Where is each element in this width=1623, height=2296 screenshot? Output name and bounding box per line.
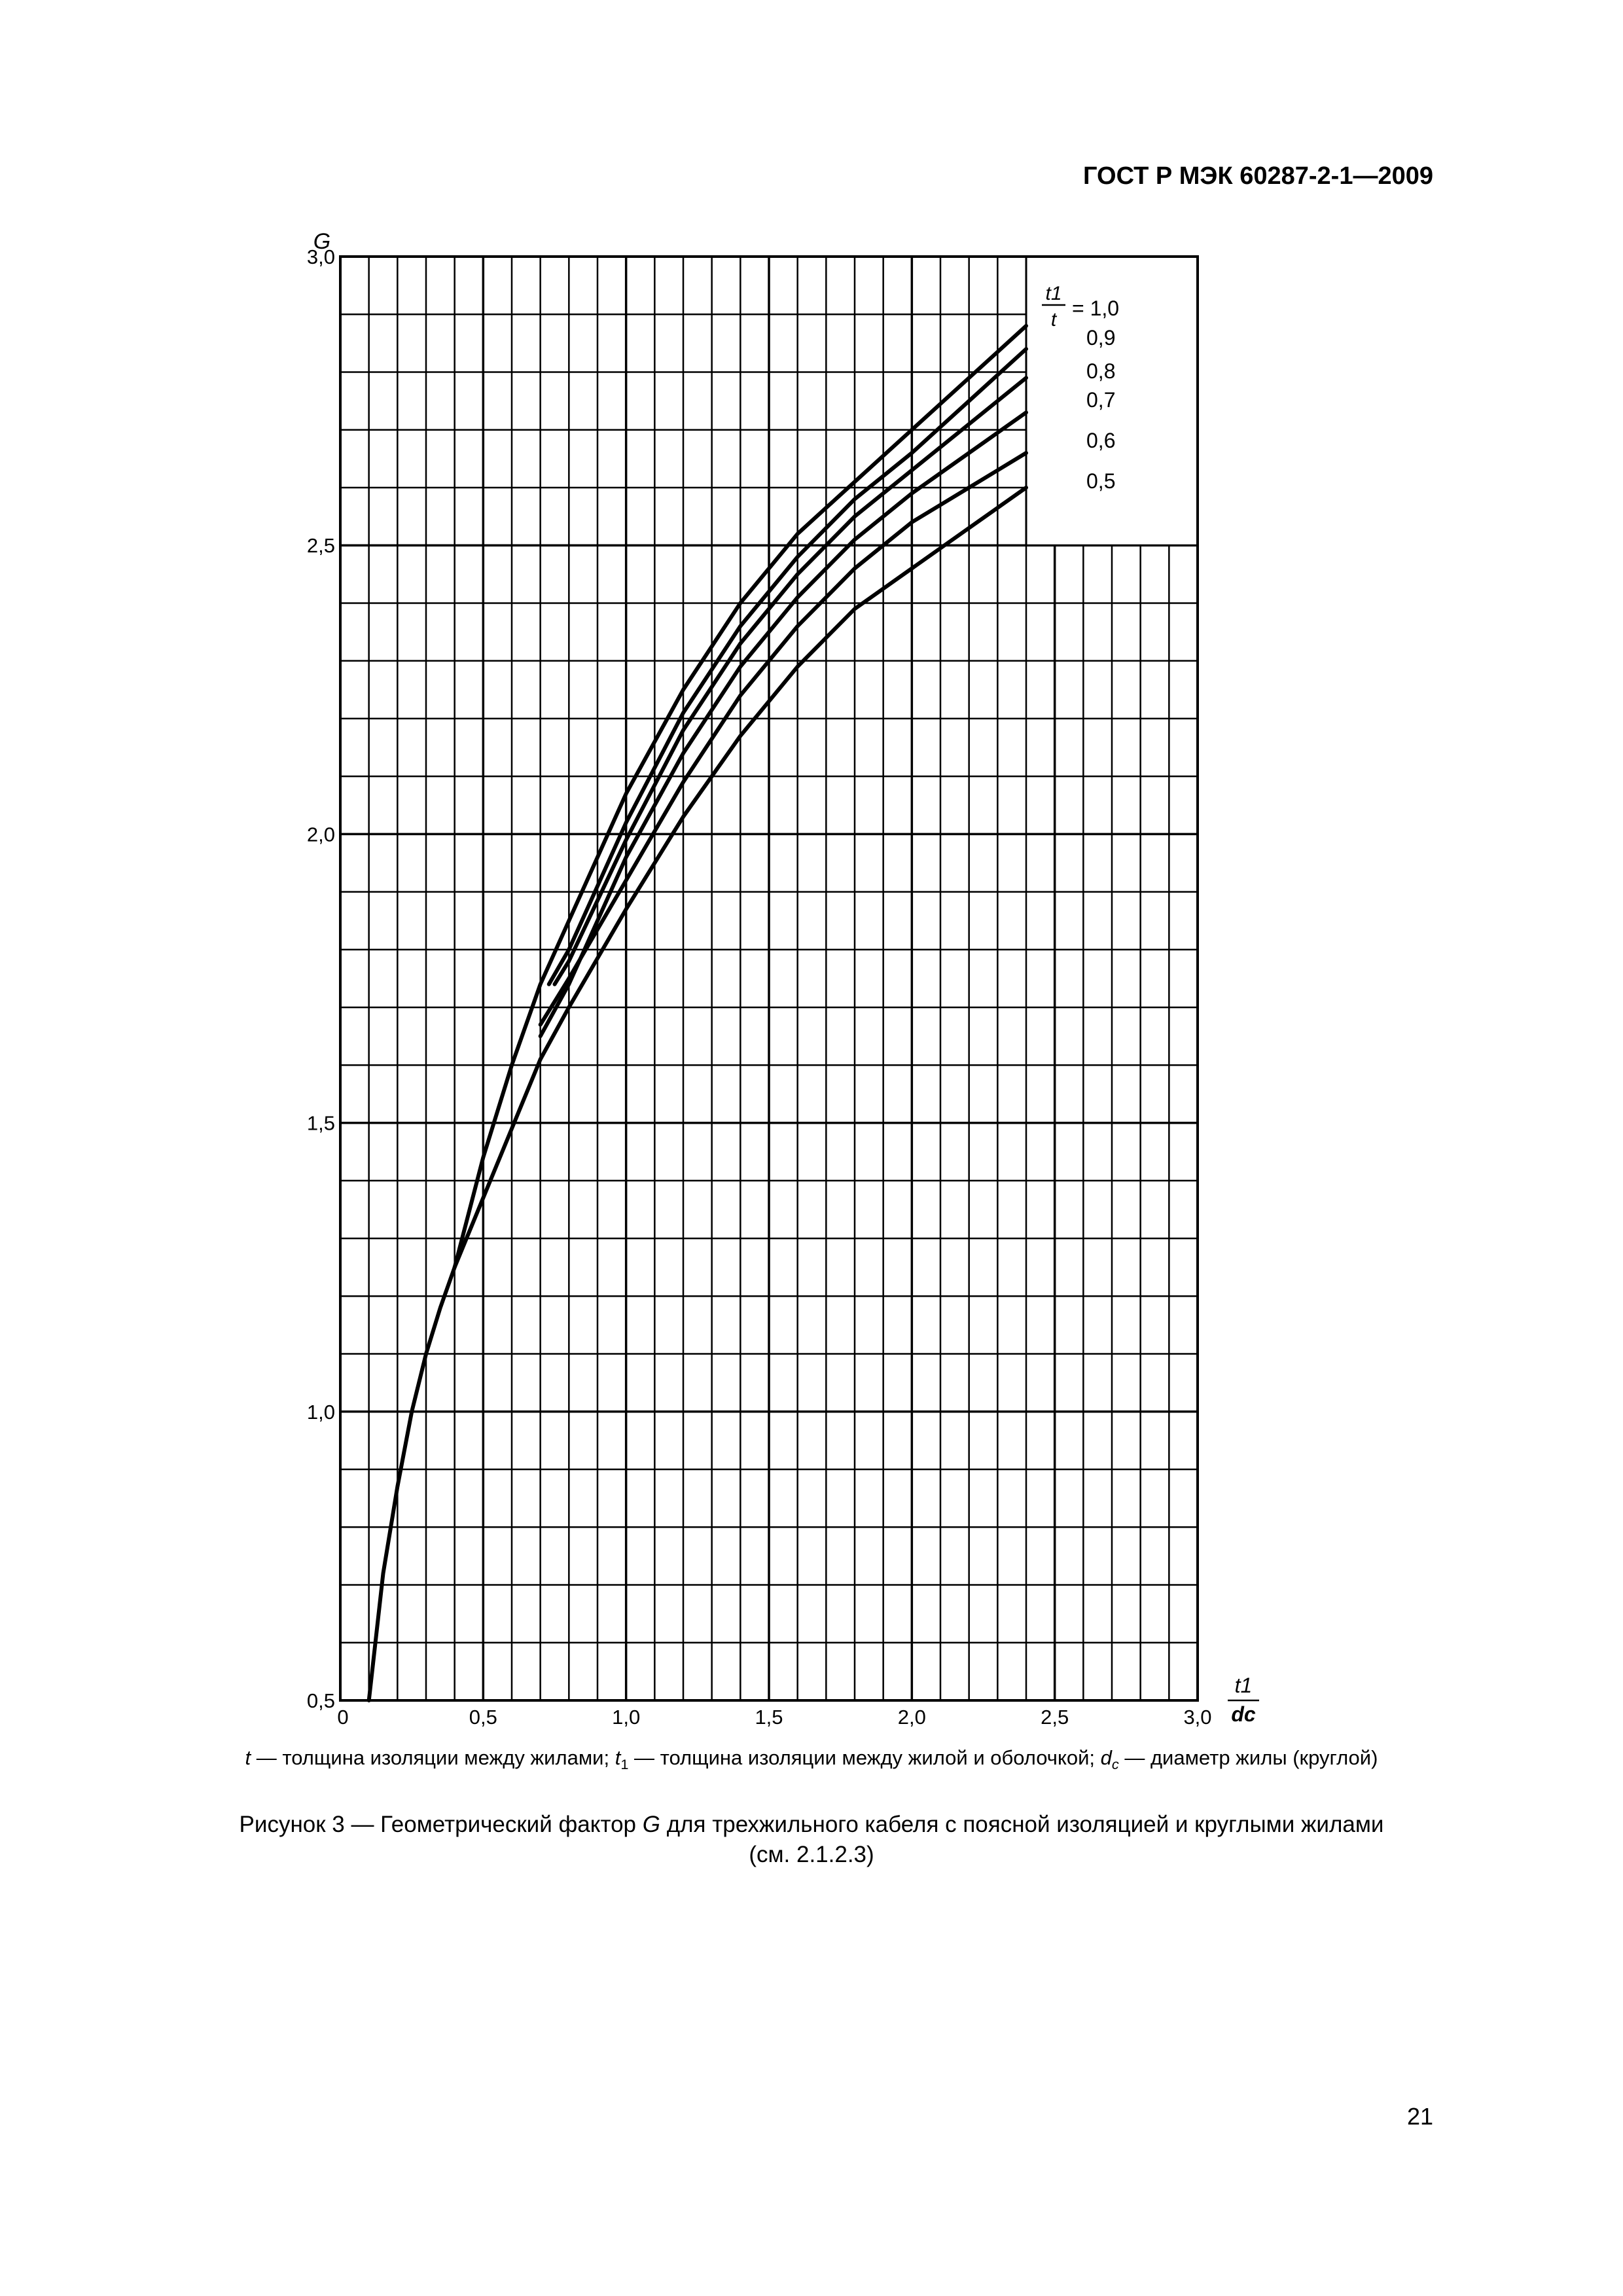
note-text-t1: — толщина изоляции между жилой и оболочк… (628, 1746, 1101, 1769)
legend-label-0-7: 0,7 (1086, 388, 1115, 412)
note-symbol-dc: d (1100, 1746, 1112, 1769)
y-axis-label: G (313, 229, 330, 254)
x-tick-label: 1,5 (755, 1706, 783, 1728)
chart-series (366, 323, 1028, 1702)
x-axis-label-numerator: t1 (1235, 1674, 1253, 1697)
chart-grid (340, 257, 1198, 1700)
legend-fraction-numerator: t1 (1045, 283, 1061, 304)
legend: t1 t = 1,0 0,9 0,8 0,7 0,6 0,5 (1042, 283, 1119, 493)
x-axis-label: t1 dc (1228, 1674, 1259, 1726)
legend-label-0-5: 0,5 (1086, 469, 1115, 493)
x-tick-label: 3,0 (1183, 1706, 1211, 1728)
legend-fraction-denominator: t (1051, 309, 1058, 331)
y-tick-label: 2,0 (307, 823, 335, 846)
series-curve-0-8 (552, 376, 1028, 986)
y-tick-label: 1,0 (307, 1401, 335, 1424)
y-tick-label: 1,5 (307, 1112, 335, 1135)
chart-tick-labels: 0 0,5 1,0 1,5 2,0 2,5 3,00,51,01,52,02,53,0 (307, 245, 1212, 1728)
series-curve-0-7 (538, 410, 1028, 1039)
x-tick-label: 1,0 (612, 1706, 640, 1728)
legend-label-0-8: 0,8 (1086, 359, 1115, 383)
figure-note: t — толщина изоляции между жилами; t1 — … (0, 1746, 1623, 1773)
note-symbol-t: t (245, 1746, 251, 1769)
caption-prefix: Рисунок 3 — Геометрический фактор (239, 1812, 643, 1837)
y-tick-label: 3,0 (307, 245, 335, 268)
y-tick-label: 0,5 (307, 1689, 335, 1712)
x-axis-label-denominator: dc (1231, 1702, 1256, 1726)
note-symbol-t1-sub: 1 (620, 1756, 629, 1773)
caption-symbol: G (642, 1812, 660, 1837)
caption-suffix: для трехжильного кабеля с поясной изоляц… (660, 1812, 1384, 1837)
document-header: ГОСТ Р МЭК 60287-2-1—2009 (1083, 162, 1433, 190)
figure-caption: Рисунок 3 — Геометрический фактор G для … (0, 1810, 1623, 1870)
series-curve-0-6 (538, 451, 1028, 1027)
note-text-dc: — диаметр жилы (круглой) (1118, 1746, 1378, 1769)
series-curve-0-5 (538, 486, 1028, 1062)
note-symbol-dc-sub: c (1112, 1756, 1119, 1772)
x-tick-label: 0,5 (469, 1706, 497, 1728)
caption-line-1: Рисунок 3 — Геометрический фактор G для … (0, 1810, 1623, 1840)
page-number: 21 (1406, 2103, 1433, 2130)
x-tick-label: 2,0 (898, 1706, 926, 1728)
legend-label-0-9: 0,9 (1086, 326, 1115, 350)
geometric-factor-chart: 0 0,5 1,0 1,5 2,0 2,5 3,00,51,01,52,02,53,0 G … (307, 229, 1259, 1728)
plot-frame (339, 255, 1199, 1702)
series-curve-0-9 (546, 347, 1028, 986)
legend-label-1-0: = 1,0 (1072, 296, 1119, 320)
note-text-t: — толщина изоляции между жилами; (251, 1746, 615, 1769)
x-tick-label: 2,5 (1041, 1706, 1069, 1728)
note-symbol-dc-sub-text: c (1111, 1756, 1119, 1773)
x-tick-label: 0 (337, 1706, 348, 1728)
legend-label-0-6: 0,6 (1086, 429, 1115, 452)
caption-line-2: (см. 2.1.2.3) (749, 1842, 874, 1867)
curve-common (366, 1057, 543, 1702)
series-curve-1-0 (452, 323, 1028, 1270)
y-tick-label: 2,5 (307, 534, 335, 557)
note-symbol-t1: t (615, 1746, 621, 1769)
